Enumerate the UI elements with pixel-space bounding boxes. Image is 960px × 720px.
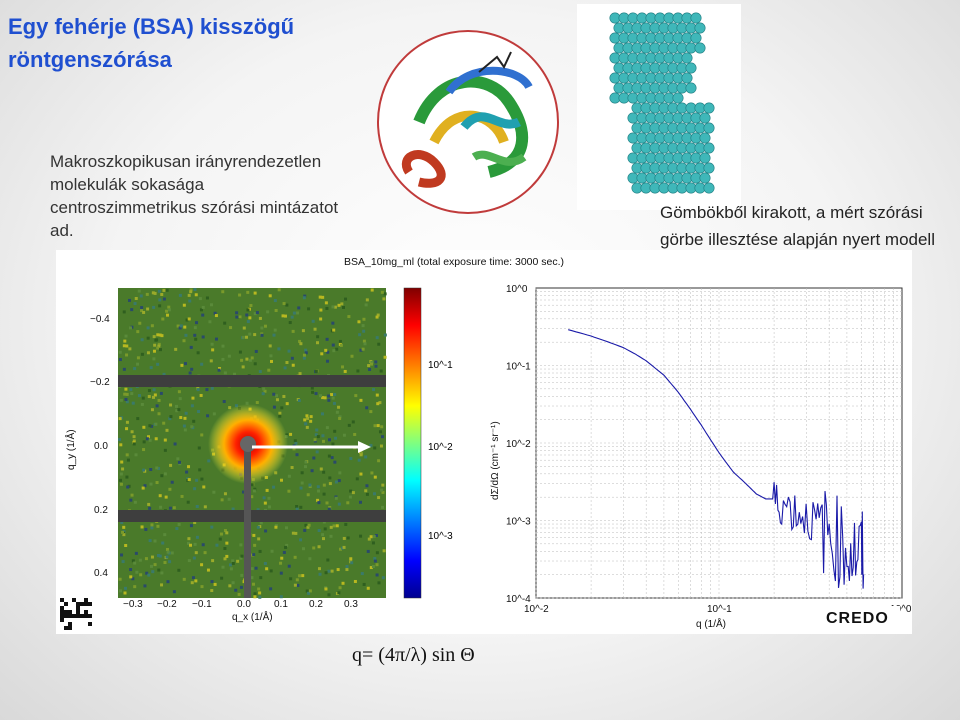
colorbar-tick: 10^-1 [428,360,453,371]
q-formula: q= (4π/λ) sin Θ [352,644,475,666]
scattering-curve-plot: 10^-2 10^-1 10^0 10^0 10^-1 10^-2 10^-3 10^-4 q … [490,284,912,630]
plot-x-tick: 10^-2 [524,604,549,615]
plot-y-tick: 10^-3 [506,517,531,528]
plot-x-tick: 10^0 [890,604,912,615]
y-tick: −0.2 [90,377,110,388]
detector-axes: −0.4 −0.2 0.0 0.2 0.4 −0.3 −0.2 −0.1 0.0… [64,314,358,623]
plot-y-tick: 10^-4 [506,594,531,605]
page-title: Egy fehérje (BSA) kisszögű röntgenszórás… [8,14,295,72]
plot-y-tick: 10^-1 [506,362,531,373]
y-tick: 0.4 [94,568,108,579]
plot-frame [535,287,903,599]
plot-x-label: q (1/Å) [696,617,726,630]
x-tick: 0.1 [274,599,288,610]
x-axis-label: q_x (1/Å) [232,610,273,623]
logo-text: CREDO [826,610,889,627]
x-tick: −0.3 [123,599,143,610]
credo-logo: CREDO [816,606,900,628]
x-tick: −0.1 [192,599,212,610]
figure-title: BSA_10mg_ml (total exposure time: 3000 s… [344,256,565,268]
plot-y-label: dΣ/dΩ (cm⁻¹ sr⁻¹) [490,421,501,500]
scattering-curve-line [568,329,865,589]
protein-ribbon-image [377,30,559,214]
x-tick: 0.3 [344,599,358,610]
x-tick: 0.2 [309,599,323,610]
plot-y-tick: 10^0 [506,284,528,295]
x-tick: −0.2 [157,599,177,610]
plot-x-tick: 10^-1 [707,604,732,615]
intro-text: Makroszkopikusan irányrendezetlen moleku… [50,152,339,240]
x-tick: 0.0 [237,599,251,610]
detector-gap-lower [118,510,386,522]
sphere-model-image [577,4,741,210]
figure-canvas: −0.4 −0.2 0.0 0.2 0.4 −0.3 −0.2 −0.1 0.0… [60,284,912,630]
y-tick: 0.0 [94,441,108,452]
colorbar-tick: 10^-2 [428,442,453,453]
y-axis-label: q_y (1/Å) [64,429,77,470]
colorbar: 10^-1 10^-2 10^-3 [403,287,453,599]
qr-code [60,598,92,630]
y-tick: 0.2 [94,505,108,516]
ribbon-structure-drawing [402,51,533,188]
beamstop-arm [244,444,251,598]
detector-gap-upper [118,375,386,387]
detector-image [118,288,387,599]
colorbar-tick: 10^-3 [428,531,453,542]
model-caption: Gömbökből kirakott, a mért szórási görbe… [660,203,935,249]
sphere-model-drawing [609,12,715,194]
scattering-figure: −0.4 −0.2 0.0 0.2 0.4 −0.3 −0.2 −0.1 0.0… [56,250,912,634]
y-tick: −0.4 [90,314,110,325]
plot-y-tick: 10^-2 [506,439,531,450]
beamstop [240,436,256,452]
